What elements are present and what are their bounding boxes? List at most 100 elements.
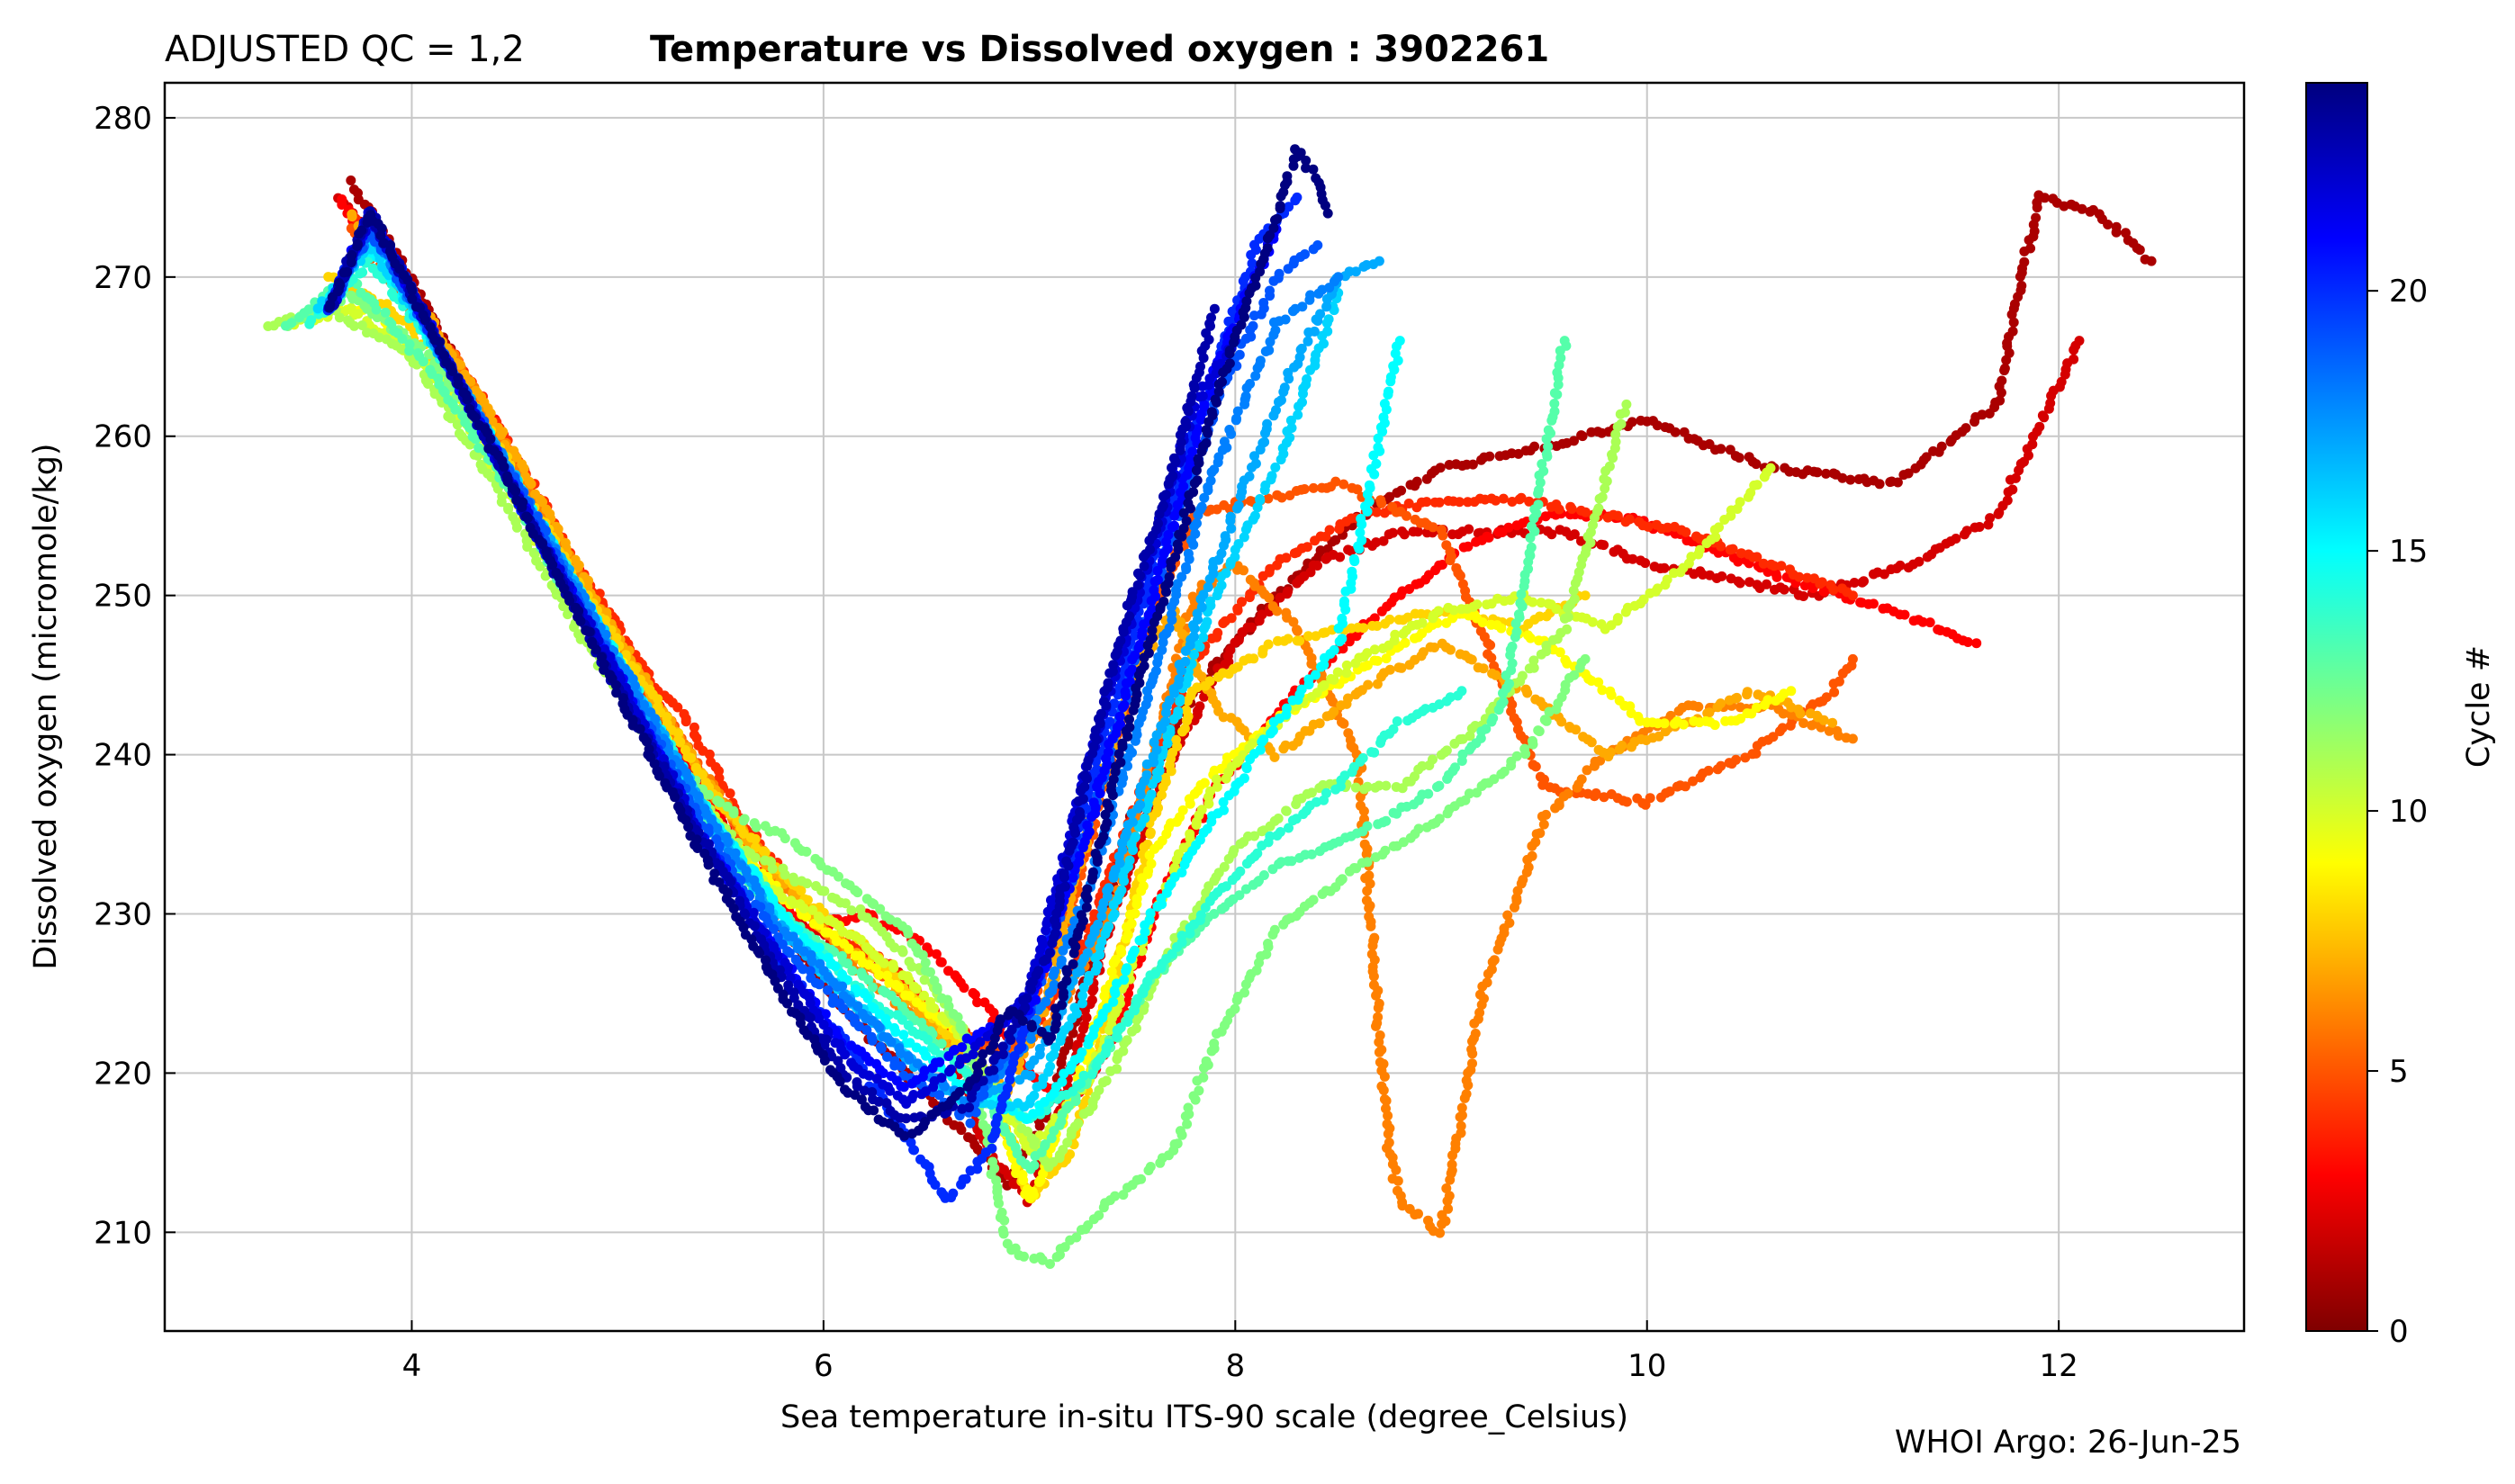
data-point [1621, 796, 1632, 807]
data-point [1294, 635, 1305, 646]
data-point [1483, 532, 1494, 543]
data-point [1112, 1064, 1122, 1075]
data-point [819, 886, 830, 896]
data-point [2045, 398, 2056, 409]
data-point [868, 982, 878, 993]
data-point [1239, 987, 1249, 998]
data-point [1821, 468, 1831, 479]
data-point [1670, 427, 1681, 437]
data-point [1086, 994, 1097, 1005]
data-point [1433, 606, 1444, 616]
data-point [1437, 560, 1447, 570]
data-point [1847, 653, 1858, 664]
data-point [1330, 476, 1341, 487]
data-point [1563, 612, 1573, 623]
data-point [750, 833, 761, 844]
data-point [1379, 1071, 1390, 1082]
data-point [1339, 718, 1349, 729]
data-point [1612, 613, 1623, 624]
data-point [852, 887, 863, 898]
data-point [1283, 634, 1294, 644]
data-point [1324, 525, 1335, 535]
data-point [496, 429, 507, 440]
data-point [1569, 436, 1579, 446]
data-point [725, 788, 735, 799]
data-point [1731, 754, 1741, 765]
data-point [1371, 537, 1382, 548]
data-point [1212, 774, 1221, 785]
data-point [1411, 476, 1422, 487]
data-point [1384, 614, 1395, 625]
data-point [1314, 718, 1325, 729]
data-point [1645, 793, 1655, 804]
data-point [1752, 480, 1762, 490]
data-point [1335, 552, 1346, 562]
data-point [1417, 617, 1428, 628]
data-point [1464, 524, 1474, 535]
data-point [1391, 1165, 1402, 1175]
data-point [1847, 733, 1858, 744]
data-point [1185, 829, 1195, 840]
data-point [1225, 644, 1236, 655]
data-point [1734, 453, 1744, 463]
data-point [1029, 1160, 1040, 1171]
data-point [988, 1007, 999, 1018]
data-point [798, 904, 809, 913]
data-point [932, 985, 942, 995]
data-point [931, 949, 942, 959]
data-point [1812, 467, 1823, 478]
data-point [1339, 479, 1349, 490]
data-point [526, 479, 536, 490]
data-point [903, 928, 914, 939]
data-point [1194, 1085, 1204, 1096]
data-point [1735, 497, 1745, 508]
data-point [1019, 1251, 1029, 1262]
data-point [846, 905, 857, 916]
data-point [1126, 918, 1137, 929]
data-point [691, 733, 702, 743]
data-point [2146, 256, 2157, 266]
data-point [1269, 751, 1280, 762]
data-point [1239, 565, 1248, 576]
data-point [1312, 561, 1322, 571]
data-point [1513, 448, 1524, 459]
data-point [1802, 572, 1813, 583]
data-point [1194, 701, 1205, 712]
data-point [1441, 1183, 1452, 1193]
data-point [2019, 256, 2030, 267]
data-point [1412, 526, 1423, 537]
chart-title-prefix: ADJUSTED QC = 1,2 [165, 29, 525, 70]
data-point [1341, 660, 1352, 670]
data-point [1374, 1047, 1384, 1057]
data-point [703, 789, 714, 800]
data-point [1486, 652, 1497, 663]
data-point [777, 892, 788, 903]
data-point [1914, 556, 1925, 567]
data-point [1224, 504, 1235, 515]
data-point [1077, 1032, 1087, 1043]
data-point [1502, 910, 1513, 921]
data-point [1145, 827, 1156, 838]
data-point [1516, 492, 1527, 503]
data-point [1617, 741, 1627, 751]
data-point [1299, 484, 1310, 494]
data-point [1484, 451, 1495, 462]
data-point [1847, 590, 1858, 601]
data-point [1466, 654, 1477, 665]
data-point [1367, 940, 1378, 951]
data-point [1837, 472, 1848, 483]
data-point [1201, 1056, 1212, 1066]
data-point [1599, 540, 1609, 551]
data-point [1192, 682, 1203, 693]
data-point [1237, 597, 1247, 607]
data-point [1829, 687, 1840, 697]
data-point [767, 863, 778, 874]
data-point [1029, 1139, 1040, 1150]
data-point [888, 962, 899, 973]
data-point [1762, 579, 1771, 589]
data-point [1511, 751, 1522, 761]
data-point [1678, 719, 1689, 730]
data-point [1577, 431, 1588, 442]
data-point [959, 983, 969, 994]
data-point [780, 833, 790, 844]
